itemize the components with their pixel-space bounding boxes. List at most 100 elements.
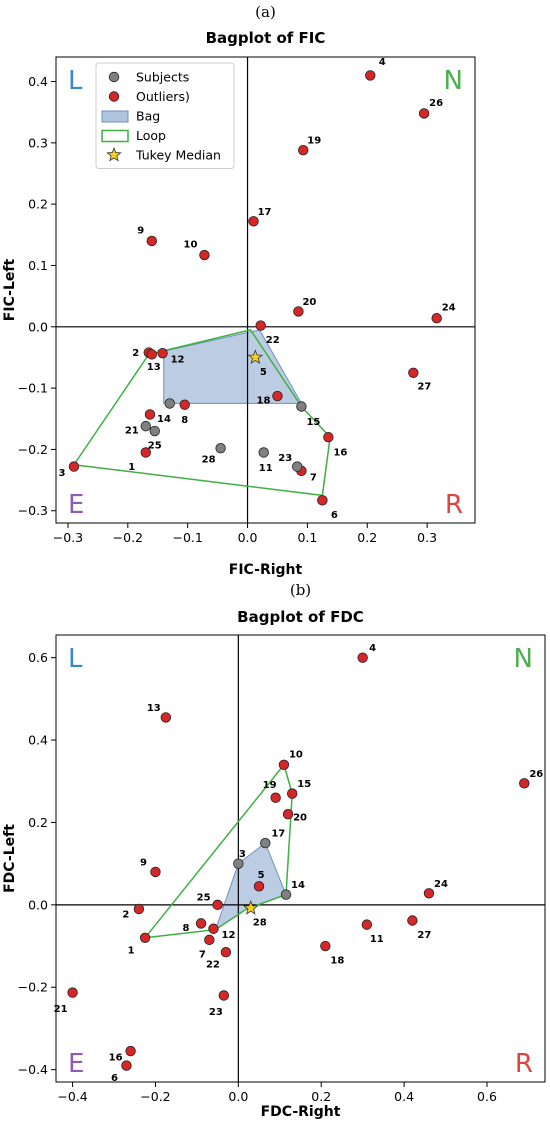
point-label: 3 — [239, 849, 246, 860]
legend-marker-outlier — [108, 91, 120, 102]
panel-label: (b) — [290, 581, 311, 599]
y-tick-label: 0.2 — [28, 197, 48, 212]
quadrant-label-E: E — [68, 1049, 84, 1079]
point-label: 15 — [297, 779, 311, 790]
y-tick-label: −0.1 — [18, 381, 48, 396]
outlier-point — [220, 947, 232, 958]
subject-point — [292, 461, 303, 472]
point-label: 25 — [148, 441, 162, 452]
x-tick-label: −0.3 — [53, 530, 83, 545]
legend-marker-median — [106, 146, 122, 162]
legend-box — [95, 62, 235, 169]
point-label: 24 — [442, 303, 456, 314]
point-label: 17 — [271, 829, 285, 840]
outlier-point — [179, 399, 190, 410]
point-label: 11 — [370, 934, 384, 945]
y-tick-label: −0.3 — [18, 503, 48, 518]
outlier-point — [253, 881, 265, 892]
quadrant-label-N: N — [514, 644, 533, 674]
outlier-point — [204, 934, 215, 946]
point-label: 9 — [137, 225, 144, 236]
subject-point — [260, 837, 271, 849]
point-label: 13 — [147, 362, 161, 373]
subject-point — [280, 889, 292, 900]
point-label: 19 — [307, 136, 321, 147]
point-label: 14 — [157, 414, 171, 425]
outlier-point — [418, 108, 430, 119]
outlier-point — [298, 144, 309, 156]
subject-point — [149, 425, 160, 437]
outlier-point — [272, 390, 283, 402]
subject-point — [233, 858, 244, 869]
outlier-point — [248, 216, 259, 227]
legend: Subjects Outliers) Bag Loop Tukey Median — [95, 62, 235, 169]
point-label: 28 — [253, 918, 267, 929]
point-label: 23 — [278, 453, 292, 464]
point-label: 19 — [263, 780, 277, 791]
point-label: 17 — [258, 207, 272, 218]
point-label: 23 — [209, 1007, 223, 1018]
point-label: 9 — [140, 857, 147, 868]
outlier-point — [157, 347, 168, 359]
y-axis-label: FIC-Left — [2, 259, 18, 322]
outlier-point — [133, 903, 145, 915]
point-label: 26 — [429, 98, 443, 109]
point-label: 6 — [331, 510, 338, 521]
quadrant-label-E: E — [68, 490, 84, 520]
plot-area — [55, 634, 546, 1083]
point-label: 10 — [183, 240, 197, 251]
chart-title: Bagplot of FDC — [237, 608, 364, 626]
x-axis-label: FIC-Right — [229, 562, 303, 578]
point-label: 20 — [293, 813, 307, 824]
x-tick-label: 0.6 — [477, 1089, 497, 1104]
quadrant-label-L: L — [68, 66, 83, 96]
point-label: 6 — [111, 1073, 118, 1084]
y-tick-label: 0.4 — [28, 733, 48, 748]
outlier-point — [407, 915, 418, 926]
point-label: 7 — [199, 949, 206, 960]
outlier-point — [140, 447, 151, 458]
quadrant-label-N: N — [444, 66, 463, 96]
outlier-point — [431, 313, 442, 324]
point-label: 25 — [197, 892, 211, 903]
y-tick-label: 0.1 — [28, 258, 48, 273]
point-label: 8 — [183, 923, 190, 934]
y-tick-label: −0.2 — [18, 980, 48, 995]
point-label: 27 — [417, 381, 431, 392]
point-label: 21 — [125, 426, 139, 437]
outlier-point — [320, 940, 331, 952]
x-tick-label: 0.2 — [357, 530, 377, 545]
x-tick-label: −0.2 — [140, 1089, 170, 1104]
point-label: 16 — [109, 1053, 123, 1064]
panel-label: (a) — [255, 3, 276, 21]
outlier-point — [357, 652, 368, 663]
legend-label: Loop — [136, 128, 166, 143]
subject-point — [215, 442, 226, 454]
point-label: 15 — [306, 417, 320, 428]
x-tick-label: 0.1 — [297, 530, 317, 545]
point-label: 13 — [147, 703, 161, 714]
y-tick-label: 0.6 — [28, 650, 48, 665]
chart-title: Bagplot of FIC — [206, 29, 326, 47]
point-label: 1 — [128, 462, 135, 473]
outlier-point — [146, 235, 157, 247]
point-label: 3 — [58, 468, 65, 479]
subject-point — [296, 401, 307, 412]
point-label: 10 — [289, 749, 303, 760]
point-label: 8 — [181, 415, 188, 426]
point-label: 4 — [369, 643, 376, 654]
point-label: 7 — [310, 472, 317, 483]
legend-label: Outliers) — [136, 89, 190, 104]
point-label: 2 — [122, 909, 129, 920]
x-tick-label: 0.0 — [238, 530, 258, 545]
chart-panel-b: (b) Bagplot of FDC −0.4 −0.2 0.0 0.2 0.4 0.6 −0.… — [2, 581, 546, 1120]
outlier-point — [361, 919, 373, 930]
x-axis-label: FDC-Right — [261, 1104, 341, 1120]
point-label: 20 — [302, 297, 316, 308]
outlier-point — [144, 409, 156, 420]
y-tick-label: 0.0 — [28, 897, 48, 912]
outlier-point — [146, 349, 157, 360]
x-tick-label: 0.3 — [417, 530, 437, 545]
y-tick-label: 0.4 — [28, 74, 48, 89]
